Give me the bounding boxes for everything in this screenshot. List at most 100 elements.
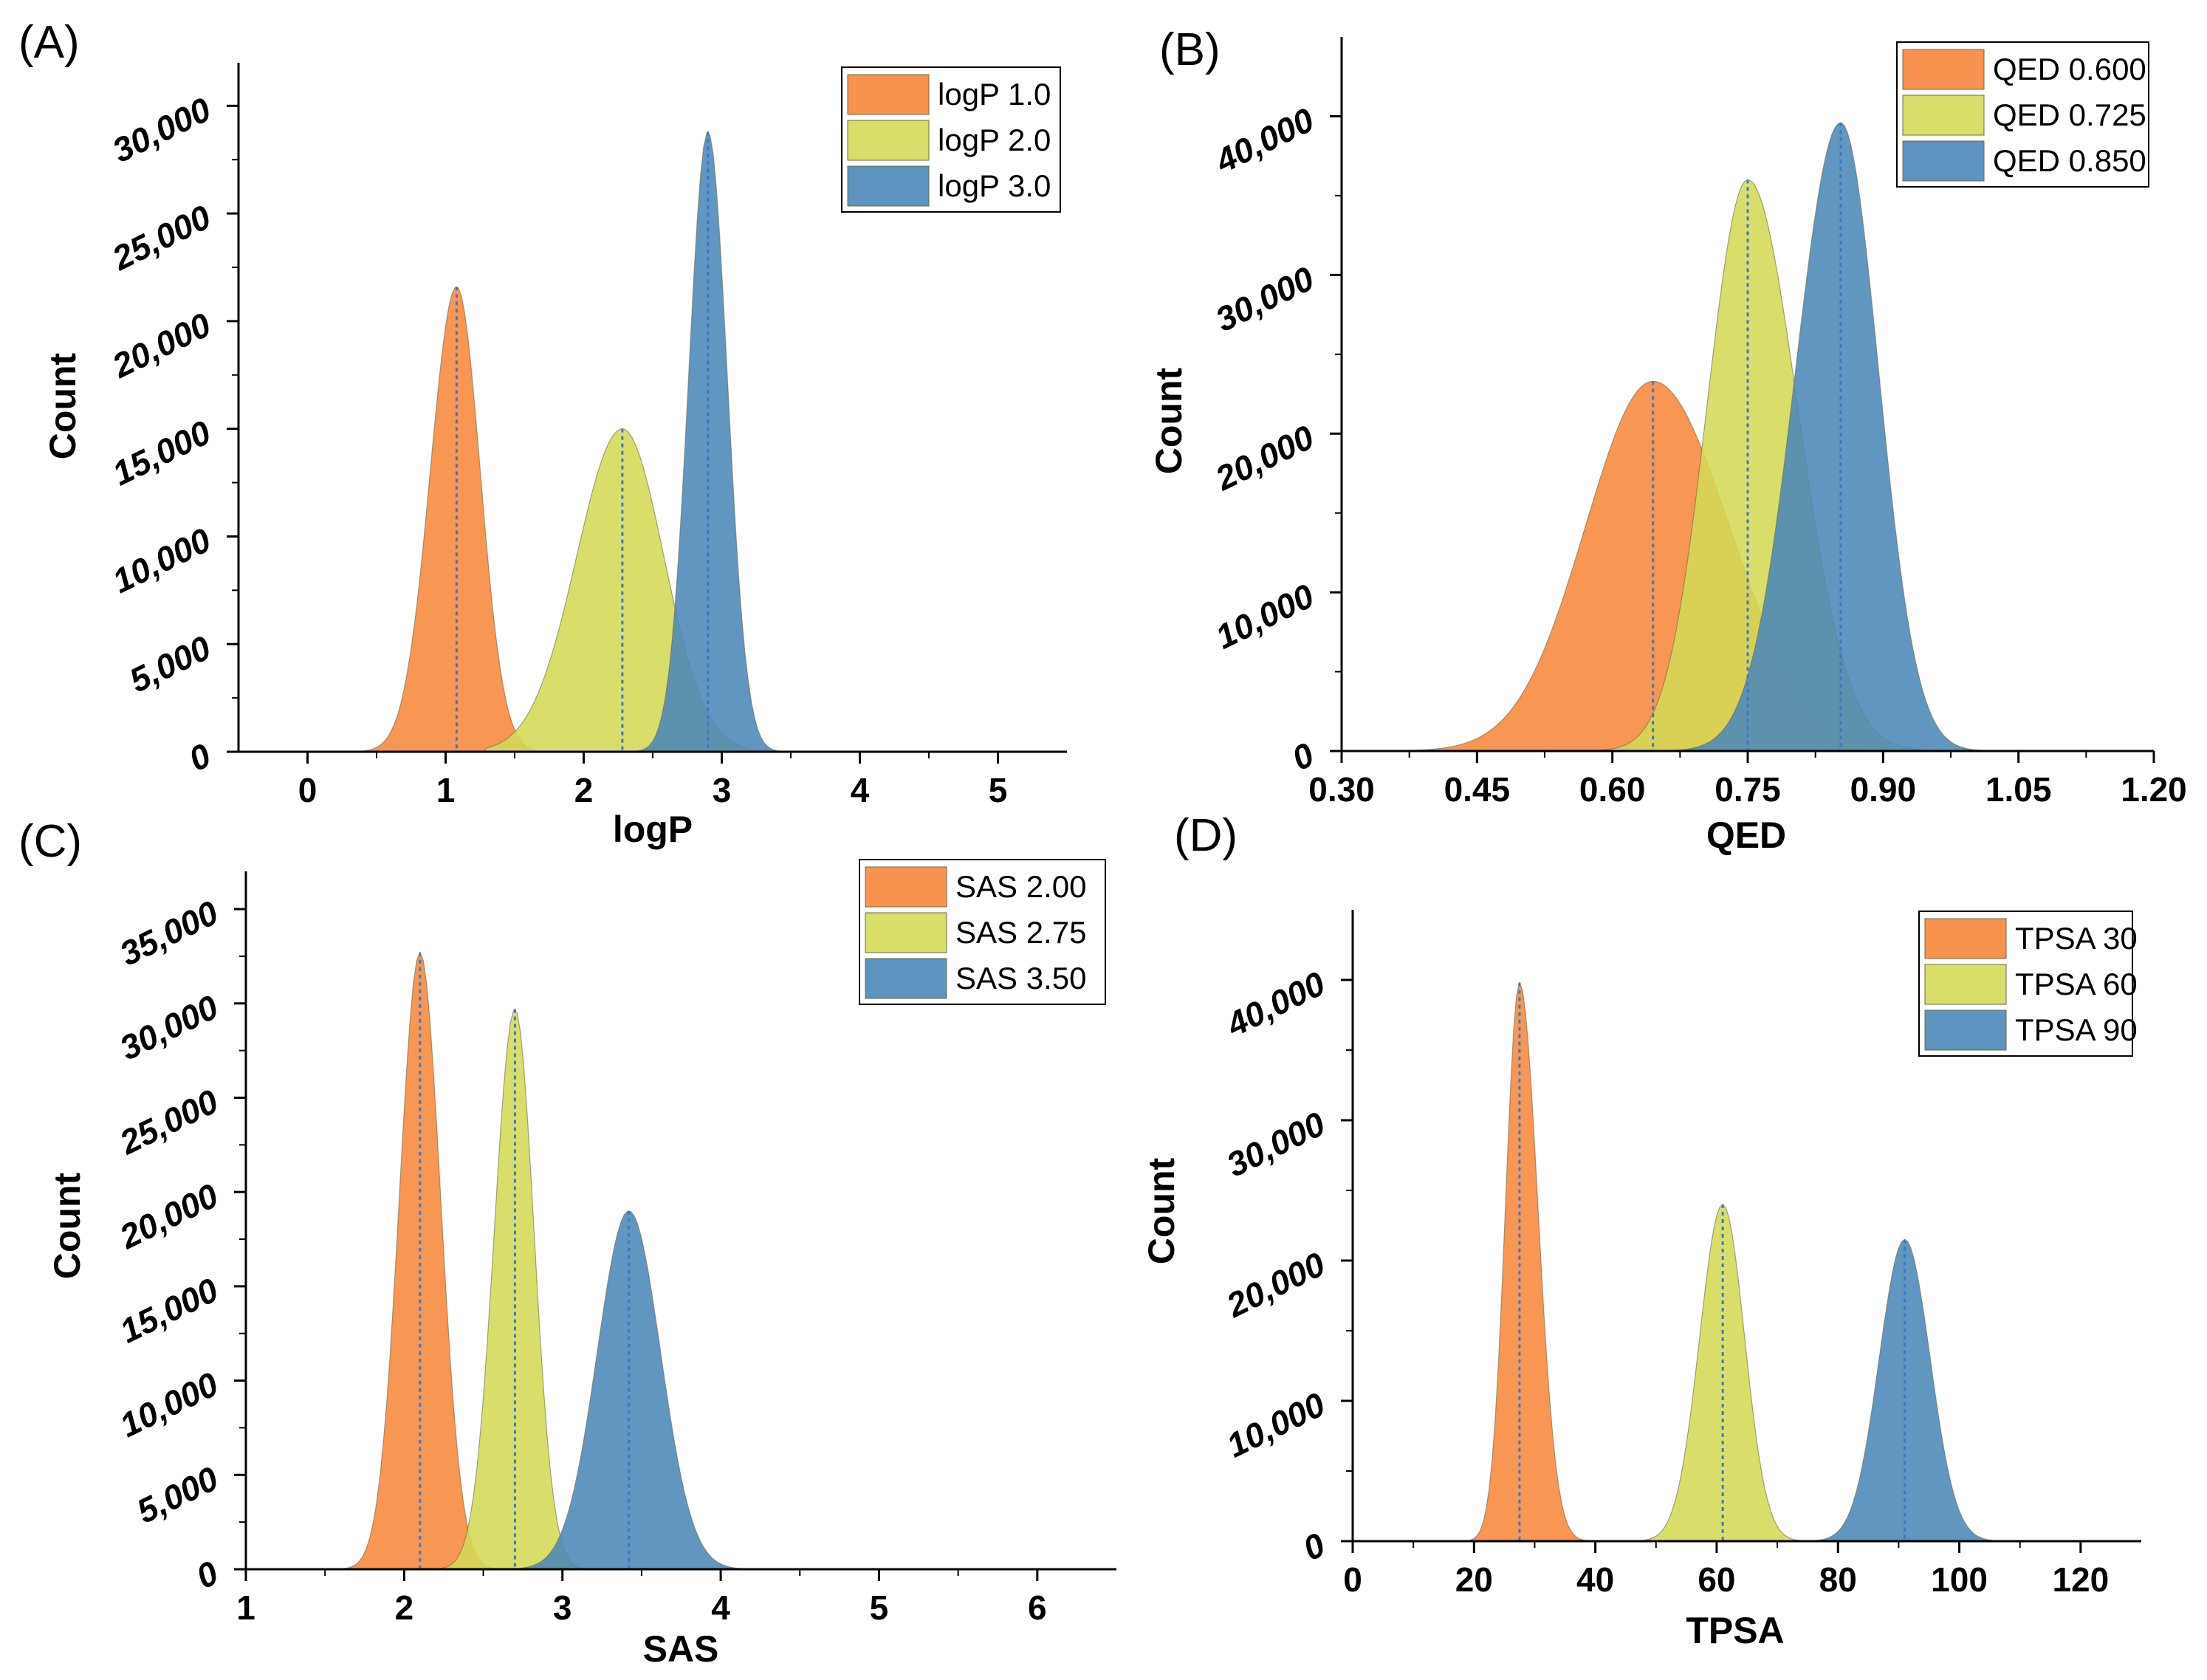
panel-label: (C)	[18, 816, 82, 867]
area-yellow	[1342, 179, 2154, 752]
x-tick-label: 100	[1931, 1560, 1988, 1599]
legend-swatch-blue	[865, 958, 947, 999]
x-axis-label: SAS	[643, 1628, 719, 1670]
y-tick-label: 20,000	[1220, 1244, 1331, 1325]
x-tick-label: 0.75	[1715, 770, 1781, 809]
x-axis-label: logP	[613, 809, 693, 850]
y-tick-label: 10,000	[106, 521, 217, 601]
legend-label: TPSA 60	[2015, 967, 2138, 1001]
x-tick-label: 3	[713, 771, 732, 809]
x-axis-label: TPSA	[1686, 1610, 1784, 1651]
x-tick-label: 2	[574, 771, 594, 809]
legend-label: logP 2.0	[938, 123, 1051, 157]
legend-label: QED 0.850	[1993, 143, 2146, 178]
legend-label: SAS 3.50	[955, 961, 1086, 995]
panel-c: (C) 1 2 3 4 5 6 0 5,000 10,000 15,000 20,000 25,000 3…	[18, 816, 1116, 1670]
x-tick-label: 0	[298, 771, 318, 809]
legend-swatch-blue	[1902, 140, 1985, 182]
y-tick-label: 30,000	[114, 987, 224, 1068]
x-tick-label: 0.90	[1850, 770, 1917, 809]
legend-swatch-blue	[847, 165, 930, 207]
x-axis-label: QED	[1706, 815, 1786, 856]
y-tick-label: 35,000	[114, 893, 224, 973]
legend-label: logP 3.0	[938, 168, 1051, 203]
legend-label: TPSA 90	[2015, 1012, 2138, 1047]
y-tick-label: 10,000	[114, 1365, 224, 1445]
y-tick-label: 10,000	[1221, 1385, 1331, 1465]
x-tick-label: 60	[1698, 1560, 1735, 1599]
legend: TPSA 30 TPSA 60 TPSA 90	[1918, 911, 2138, 1057]
x-tick-label: 6	[1028, 1588, 1047, 1627]
y-tick-label: 10,000	[1209, 576, 1320, 656]
panel-label: (A)	[18, 17, 80, 68]
y-tick-label: 0	[1286, 735, 1320, 778]
panel-label: (B)	[1159, 24, 1221, 75]
series-areas	[238, 131, 1067, 752]
x-tick-label: 1	[436, 771, 456, 809]
y-tick-label: 0	[1297, 1525, 1331, 1568]
series-areas	[246, 951, 1116, 1570]
legend-swatch-orange	[865, 866, 947, 908]
legend-label: logP 1.0	[938, 77, 1051, 112]
y-tick-label: 25,000	[113, 1082, 224, 1162]
area-yellow	[238, 428, 1067, 752]
legend: QED 0.600 QED 0.725 QED 0.850	[1896, 41, 2149, 188]
series-areas	[1353, 981, 2141, 1542]
y-tick-label: 15,000	[114, 1270, 224, 1351]
area-yellow	[1353, 1204, 2141, 1542]
y-tick-label: 20,000	[113, 1176, 224, 1256]
panel-a: (A) 0 1 2 3 4 5 0 5,000 10,000 15,000 20,000 25,000 3…	[18, 17, 1067, 850]
panel-label: (D)	[1174, 810, 1238, 861]
x-tick-label: 4	[851, 771, 870, 809]
x-tick-label: 0.45	[1444, 770, 1511, 809]
legend-swatch-yellow	[865, 912, 947, 953]
legend-label: TPSA 30	[2015, 921, 2138, 956]
y-axis-label: Count	[1148, 367, 1190, 474]
x-tick-label: 80	[1819, 1560, 1857, 1599]
x-tick-label: 0.30	[1308, 770, 1375, 809]
legend-label: QED 0.725	[1993, 97, 2146, 132]
y-tick-label: 20,000	[106, 305, 217, 385]
y-tick-label: 15,000	[106, 413, 217, 493]
legend: logP 1.0 logP 2.0 logP 3.0	[841, 66, 1061, 213]
x-tick-label: 3	[553, 1588, 572, 1627]
y-tick-label: 25,000	[106, 197, 217, 278]
x-tick-label: 40	[1576, 1560, 1614, 1599]
legend-swatch-orange	[1902, 49, 1985, 90]
x-tick-label: 5	[989, 771, 1008, 809]
legend-swatch-orange	[1924, 918, 2007, 959]
x-tick-label: 0.60	[1579, 770, 1646, 809]
x-tick-label: 120	[2052, 1560, 2109, 1599]
y-axis-label: Count	[1141, 1157, 1182, 1264]
x-tick-label: 1.20	[2121, 770, 2187, 809]
y-tick-label: 40,000	[1209, 100, 1320, 181]
legend-label: SAS 2.75	[955, 915, 1086, 950]
y-tick-label: 30,000	[1221, 1104, 1331, 1184]
legend-swatch-orange	[847, 74, 930, 115]
x-tick-label: 4	[711, 1588, 730, 1627]
legend-label: SAS 2.00	[955, 869, 1086, 904]
legend-swatch-blue	[1924, 1009, 2007, 1051]
legend-swatch-yellow	[847, 120, 930, 161]
legend-swatch-yellow	[1924, 964, 2007, 1005]
x-tick-label: 5	[870, 1588, 889, 1627]
panel-d: (D) 0 20 40 60 80 100 120 0 10,000 20,000 30,000 40,…	[1141, 810, 2141, 1651]
y-tick-label: 0	[191, 1553, 224, 1596]
legend-label: QED 0.600	[1993, 52, 2146, 86]
x-tick-label: 1	[236, 1588, 255, 1627]
x-tick-label: 0	[1343, 1560, 1362, 1599]
panel-b: (B) 0.30 0.45 0.60 0.75 0.90 1.05 1.20 0 10,000 20…	[1148, 24, 2187, 856]
y-tick-label: 30,000	[1209, 258, 1320, 339]
y-axis-label: Count	[47, 1172, 88, 1279]
y-tick-label: 40,000	[1220, 964, 1331, 1044]
x-tick-label: 2	[395, 1588, 414, 1627]
y-axis-label: Count	[42, 352, 83, 459]
y-tick-label: 5,000	[123, 628, 217, 699]
x-tick-label: 1.05	[1985, 770, 2052, 809]
legend: SAS 2.00 SAS 2.75 SAS 3.50	[859, 859, 1106, 1005]
y-tick-label: 0	[183, 736, 217, 778]
y-tick-label: 30,000	[106, 89, 217, 170]
legend-swatch-yellow	[1902, 95, 1985, 136]
y-tick-label: 20,000	[1209, 417, 1320, 498]
